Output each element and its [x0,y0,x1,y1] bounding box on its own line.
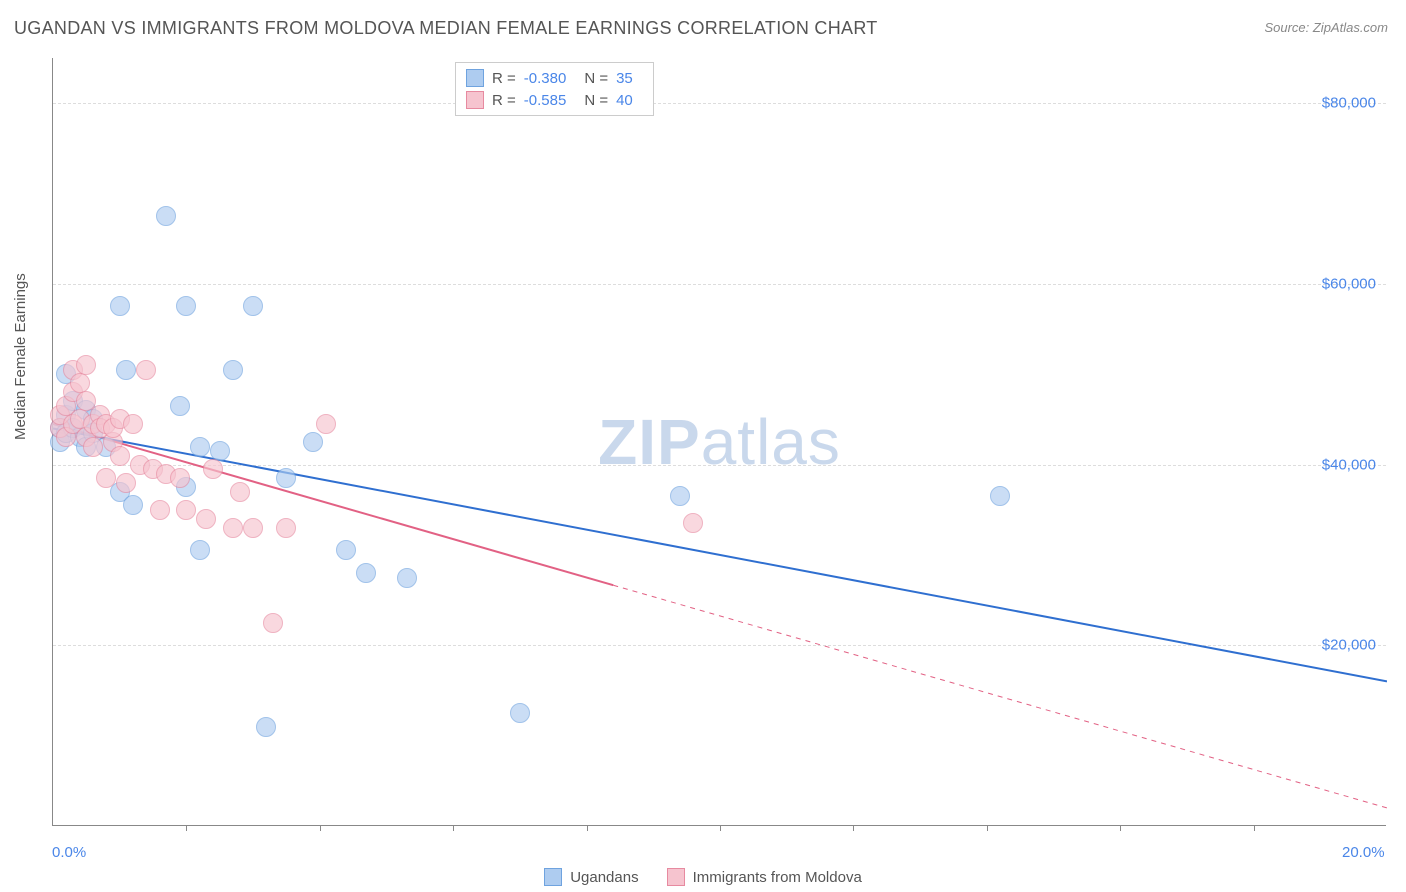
x-tick [720,825,721,831]
data-point [510,703,530,723]
data-point [230,482,250,502]
watermark: ZIPatlas [598,405,841,479]
data-point [190,437,210,457]
gridline [53,645,1386,646]
legend-swatch [667,868,685,886]
source-label: Source: [1264,20,1312,35]
legend-n-label: N = [584,92,608,109]
data-point [303,432,323,452]
series-legend: Ugandans Immigrants from Moldova [0,868,1406,886]
data-point [156,206,176,226]
legend-swatch [466,69,484,87]
data-point [170,396,190,416]
legend-n-label: N = [584,70,608,87]
legend-n-value: 40 [616,92,633,109]
legend-row: R = -0.380 N = 35 [466,67,643,89]
data-point [223,360,243,380]
legend-n-value: 35 [616,70,633,87]
gridline [53,284,1386,285]
legend-r-label: R = [492,70,516,87]
data-point [170,468,190,488]
watermark-zip: ZIP [598,406,701,478]
data-point [243,296,263,316]
data-point [76,355,96,375]
x-tick [587,825,588,831]
y-tick-label: $60,000 [1322,275,1376,292]
correlation-legend: R = -0.380 N = 35 R = -0.585 N = 40 [455,62,654,116]
legend-r-label: R = [492,92,516,109]
data-point [276,518,296,538]
legend-swatch [544,868,562,886]
source-attribution: Source: ZipAtlas.com [1264,20,1388,35]
data-point [190,540,210,560]
chart-title: UGANDAN VS IMMIGRANTS FROM MOLDOVA MEDIA… [14,18,878,39]
x-tick [186,825,187,831]
y-tick-label: $80,000 [1322,95,1376,112]
data-point [116,360,136,380]
data-point [123,495,143,515]
data-point [110,296,130,316]
data-point [276,468,296,488]
data-point [203,459,223,479]
data-point [263,613,283,633]
data-point [683,513,703,533]
data-point [990,486,1010,506]
legend-row: R = -0.585 N = 40 [466,89,643,111]
series-legend-label: Immigrants from Moldova [693,869,862,886]
data-point [316,414,336,434]
data-point [176,500,196,520]
x-tick [320,825,321,831]
data-point [397,568,417,588]
source-name: ZipAtlas.com [1313,20,1388,35]
data-point [196,509,216,529]
legend-r-value: -0.585 [524,92,567,109]
x-tick [1254,825,1255,831]
watermark-atlas: atlas [701,406,841,478]
gridline [53,465,1386,466]
data-point [70,373,90,393]
data-point [336,540,356,560]
x-tick [453,825,454,831]
legend-r-value: -0.380 [524,70,567,87]
data-point [356,563,376,583]
data-point [136,360,156,380]
trend-line-extrapolated [613,585,1387,808]
data-point [210,441,230,461]
x-tick [987,825,988,831]
data-point [83,437,103,457]
data-point [150,500,170,520]
data-point [223,518,243,538]
plot-area: ZIPatlas $20,000 $40,000 $60,000 $80,000 [52,58,1386,826]
x-tick [1120,825,1121,831]
x-tick-label: 20.0% [1342,844,1385,861]
legend-swatch [466,91,484,109]
gridline [53,103,1386,104]
x-tick-label: 0.0% [52,844,86,861]
data-point [96,468,116,488]
y-axis-title: Median Female Earnings [12,273,29,440]
trendlines [53,58,1387,826]
data-point [110,446,130,466]
data-point [176,296,196,316]
y-tick-label: $40,000 [1322,456,1376,473]
data-point [123,414,143,434]
x-tick [853,825,854,831]
trend-line [53,428,1387,681]
data-point [256,717,276,737]
series-legend-item: Immigrants from Moldova [667,868,862,886]
data-point [243,518,263,538]
y-tick-label: $20,000 [1322,637,1376,654]
series-legend-label: Ugandans [570,869,638,886]
data-point [116,473,136,493]
series-legend-item: Ugandans [544,868,638,886]
data-point [670,486,690,506]
